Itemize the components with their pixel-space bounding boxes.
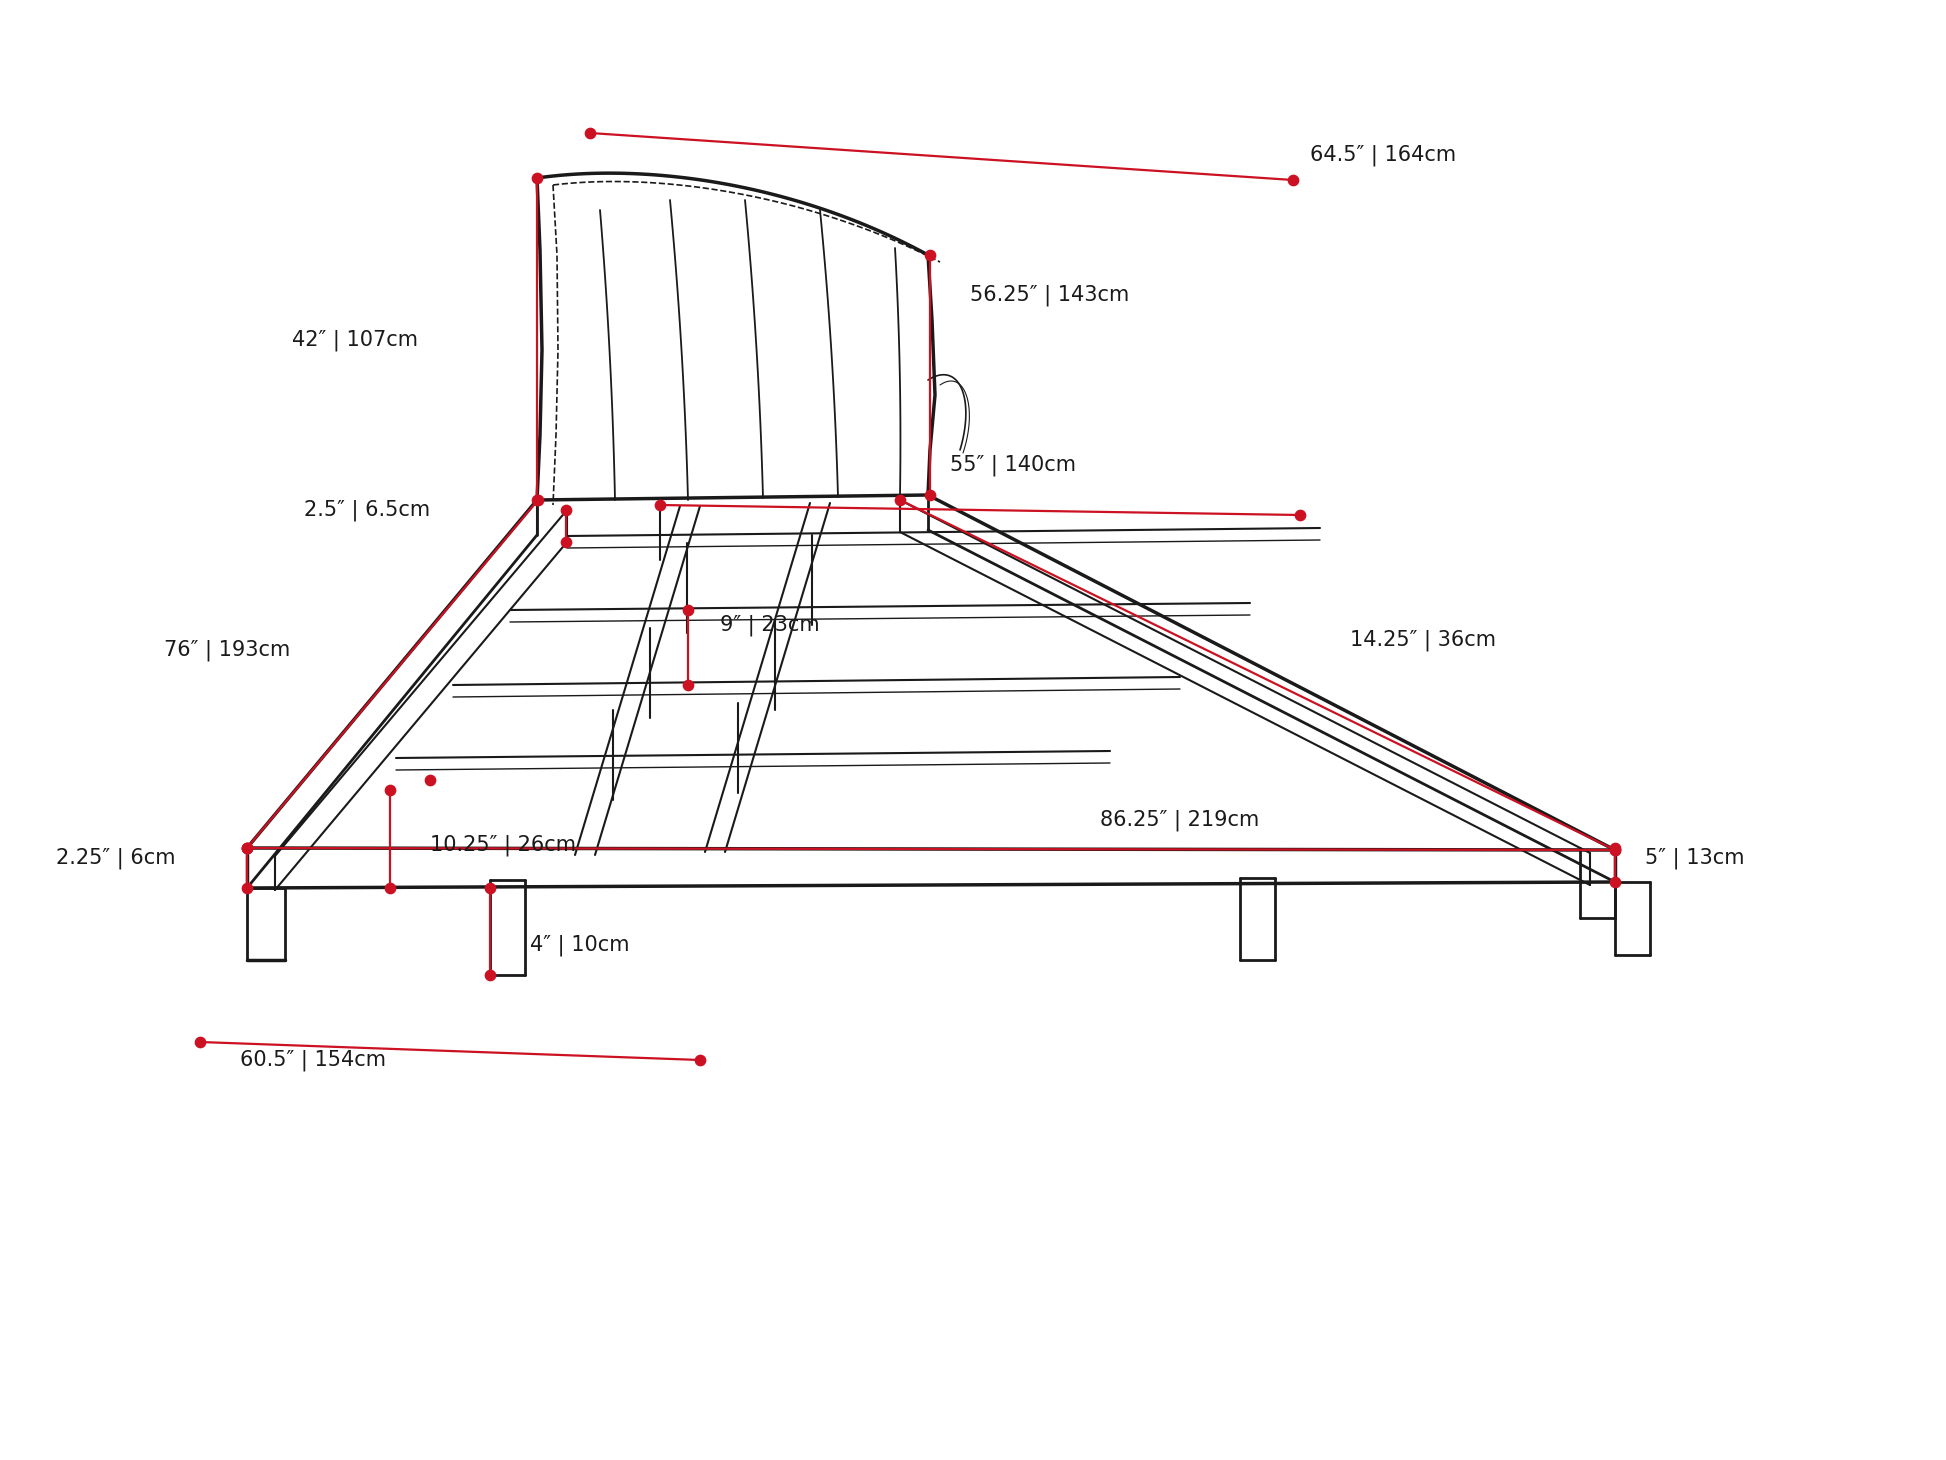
Text: 10.25″ | 26cm: 10.25″ | 26cm (430, 834, 576, 856)
Text: 4″ | 10cm: 4″ | 10cm (529, 934, 629, 956)
Point (673, 599, 704, 622)
Text: 56.25″ | 143cm: 56.25″ | 143cm (969, 285, 1129, 305)
Point (883, 488, 915, 511)
Point (1600, 837, 1631, 860)
Point (522, 166, 553, 190)
Point (1284, 504, 1315, 527)
Text: 55″ | 140cm: 55″ | 140cm (950, 454, 1076, 476)
Point (551, 530, 582, 553)
Text: 9″ | 23cm: 9″ | 23cm (720, 615, 819, 635)
Point (414, 768, 446, 791)
Point (232, 837, 263, 860)
Point (915, 483, 946, 507)
Point (522, 488, 553, 511)
Point (522, 488, 553, 511)
Point (1277, 168, 1308, 191)
Text: 64.5″ | 164cm: 64.5″ | 164cm (1310, 145, 1456, 166)
Point (673, 673, 704, 696)
Point (551, 498, 582, 521)
Point (644, 493, 675, 517)
Point (1600, 870, 1631, 894)
Point (685, 1048, 716, 1072)
Text: 60.5″ | 154cm: 60.5″ | 154cm (239, 1050, 385, 1070)
Text: 14.25″ | 36cm: 14.25″ | 36cm (1351, 629, 1496, 651)
Point (915, 244, 946, 267)
Point (374, 778, 405, 802)
Point (1600, 838, 1631, 861)
Point (232, 876, 263, 899)
Point (574, 121, 605, 145)
Point (475, 876, 506, 899)
Text: 42″ | 107cm: 42″ | 107cm (292, 330, 418, 350)
Text: 5″ | 13cm: 5″ | 13cm (1644, 847, 1744, 869)
Point (232, 837, 263, 860)
Point (185, 1031, 216, 1054)
Point (1600, 838, 1631, 861)
Text: 86.25″ | 219cm: 86.25″ | 219cm (1099, 809, 1259, 831)
Text: 2.25″ | 6cm: 2.25″ | 6cm (56, 847, 175, 869)
Point (374, 876, 405, 899)
Text: 2.5″ | 6.5cm: 2.5″ | 6.5cm (304, 499, 430, 521)
Point (232, 837, 263, 860)
Point (475, 964, 506, 987)
Text: 76″ | 193cm: 76″ | 193cm (163, 639, 290, 661)
